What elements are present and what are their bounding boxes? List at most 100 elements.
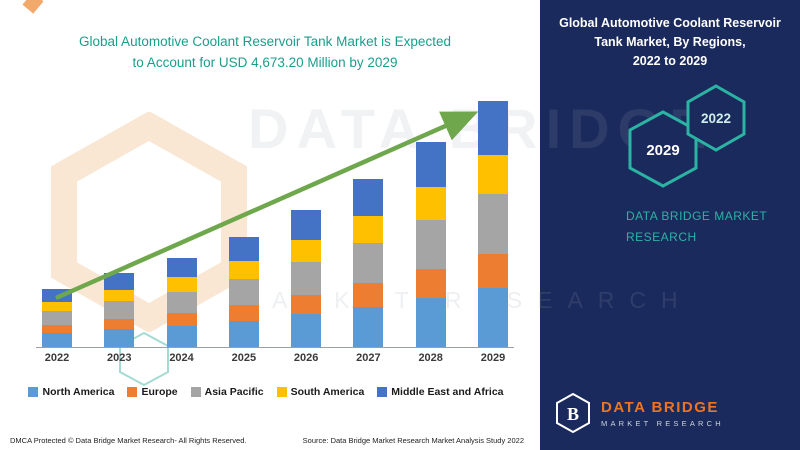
chart-title-line1: Global Automotive Coolant Reservoir Tank… xyxy=(79,34,451,49)
bar-segment xyxy=(353,306,384,347)
year-label: 2023 xyxy=(107,352,132,364)
bar-segment xyxy=(291,210,322,241)
bar-segment xyxy=(415,186,446,220)
bar-segment xyxy=(477,253,508,288)
bar-2027 xyxy=(353,178,384,347)
bar-segment xyxy=(42,301,72,312)
bar-2023 xyxy=(104,273,135,347)
bar-segment xyxy=(166,277,197,292)
bar-segment xyxy=(477,194,508,254)
source-text: Source: Data Bridge Market Research Mark… xyxy=(302,436,524,445)
right-panel: Global Automotive Coolant Reservoir Tank… xyxy=(540,0,800,450)
bar-segment xyxy=(415,141,446,187)
legend-label: North America xyxy=(42,386,115,398)
legend-label: South America xyxy=(290,386,365,398)
bar-2022 xyxy=(42,289,72,347)
bar-segment xyxy=(291,262,322,296)
chart-legend: North America Europe Asia Pacific South Ame… xyxy=(8,386,524,398)
bar-segment xyxy=(42,333,72,347)
year-label: 2028 xyxy=(418,352,443,364)
legend-swatch xyxy=(28,387,39,397)
bar-segment xyxy=(477,155,508,195)
dbmr-logo: B DATA BRIDGE MARKET RESEARCH xyxy=(554,392,724,434)
corner-watermark-shape xyxy=(22,0,44,14)
bar-segment xyxy=(104,289,135,302)
year-label: 2025 xyxy=(231,352,257,364)
panel-title-line2: Tank Market, By Regions, xyxy=(594,34,746,49)
chart-title: Global Automotive Coolant Reservoir Tank… xyxy=(10,32,520,74)
bar-2028 xyxy=(415,141,446,347)
legend-swatch xyxy=(190,387,201,397)
year-label: 2022 xyxy=(44,352,70,364)
legend-swatch xyxy=(276,387,287,397)
bar-segment xyxy=(477,287,508,347)
bar-segment xyxy=(415,269,446,298)
bar-segment xyxy=(228,260,259,279)
logo-title: DATA BRIDGE xyxy=(601,398,719,416)
year-label: 2027 xyxy=(356,352,381,364)
legend-item: North America xyxy=(28,386,114,398)
right-panel-background xyxy=(540,0,800,450)
bar-segment xyxy=(228,278,259,305)
bar-segment xyxy=(166,313,197,326)
hexagons-graphic: 2029 2022 xyxy=(628,84,746,188)
year-label: 2024 xyxy=(169,352,194,364)
bar-2029 xyxy=(477,100,508,347)
hexagon-2022-label: 2022 xyxy=(701,111,731,126)
bar-2025 xyxy=(228,236,259,347)
legend-item: South America xyxy=(276,386,365,398)
bar-2024 xyxy=(166,257,197,347)
year-label: 2026 xyxy=(293,352,319,364)
bar-segment xyxy=(291,240,322,263)
bar-segment xyxy=(42,289,72,302)
bar-segment xyxy=(104,273,135,290)
bar-segment xyxy=(353,178,384,216)
bar-segment xyxy=(104,319,135,330)
footer: DMCA Protected © Data Bridge Market Rese… xyxy=(10,436,524,445)
legend-item: Europe xyxy=(127,386,178,398)
chart-area: 2022 2023 2024 2025 2026 2027 2028 2029 xyxy=(36,100,514,364)
bar-segment xyxy=(228,305,259,321)
bar-segment xyxy=(353,242,384,284)
panel-title-line3: 2022 to 2029 xyxy=(632,53,708,68)
panel-title: Global Automotive Coolant Reservoir Tank… xyxy=(540,14,800,70)
logo-subtitle: MARKET RESEARCH xyxy=(601,418,724,428)
dmca-text: DMCA Protected © Data Bridge Market Rese… xyxy=(10,436,247,445)
bar-segment xyxy=(228,320,259,347)
brand-line2: RESEARCH xyxy=(626,229,697,244)
logo-hexagon-icon: B xyxy=(556,392,590,434)
year-label: 2029 xyxy=(480,352,506,364)
bar-segment xyxy=(42,311,72,326)
bar-segment xyxy=(104,301,135,320)
hexagon-2029-label: 2029 xyxy=(646,142,679,159)
chart-title-line2: to Account for USD 4,673.20 Million by 2… xyxy=(132,54,398,70)
logo-text: DATA BRIDGE MARKET RESEARCH xyxy=(601,399,724,428)
bars-row xyxy=(36,100,514,348)
bar-segment xyxy=(228,236,259,261)
bar-segment xyxy=(291,295,322,315)
bar-segment xyxy=(353,283,384,307)
bar-2026 xyxy=(291,210,322,347)
bar-segment xyxy=(353,215,384,243)
bar-segment xyxy=(166,257,197,278)
bar-segment xyxy=(291,314,322,347)
brand-text: DATA BRIDGE MARKET RESEARCH xyxy=(540,206,800,247)
legend-item: Middle East and Africa xyxy=(377,386,504,398)
panel-title-line1: Global Automotive Coolant Reservoir xyxy=(559,16,781,30)
legend-label: Middle East and Africa xyxy=(391,386,504,398)
legend-swatch xyxy=(127,387,138,397)
bar-segment xyxy=(166,325,197,347)
brand-line1: DATA BRIDGE MARKET xyxy=(626,209,768,224)
year-labels-row: 2022 2023 2024 2025 2026 2027 2028 2029 xyxy=(36,352,514,364)
bar-segment xyxy=(415,297,446,347)
hexagon-2022-icon xyxy=(686,84,746,152)
legend-item: Asia Pacific xyxy=(190,386,264,398)
bar-segment xyxy=(104,329,135,347)
bar-segment xyxy=(477,100,508,156)
bar-segment xyxy=(166,291,197,313)
year-hexagons: 2029 2022 xyxy=(620,84,780,194)
legend-swatch xyxy=(377,387,388,397)
legend-label: Europe xyxy=(141,386,178,398)
legend-label: Asia Pacific xyxy=(204,386,264,398)
